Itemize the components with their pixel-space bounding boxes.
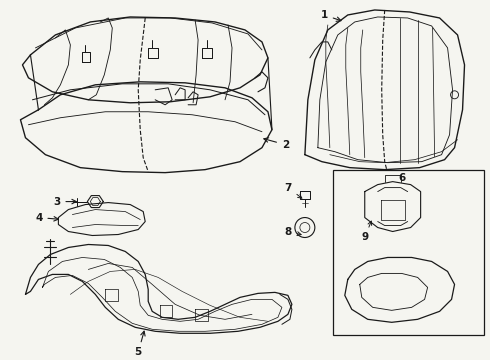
FancyBboxPatch shape bbox=[333, 170, 485, 335]
Text: 4: 4 bbox=[35, 212, 58, 222]
Text: 5: 5 bbox=[135, 331, 145, 357]
Text: 9: 9 bbox=[361, 221, 371, 243]
Text: 8: 8 bbox=[285, 226, 301, 237]
Text: 3: 3 bbox=[53, 197, 76, 207]
Text: 6: 6 bbox=[398, 173, 405, 183]
Text: 7: 7 bbox=[285, 183, 302, 198]
Text: 1: 1 bbox=[320, 10, 341, 21]
Text: 2: 2 bbox=[264, 138, 289, 150]
